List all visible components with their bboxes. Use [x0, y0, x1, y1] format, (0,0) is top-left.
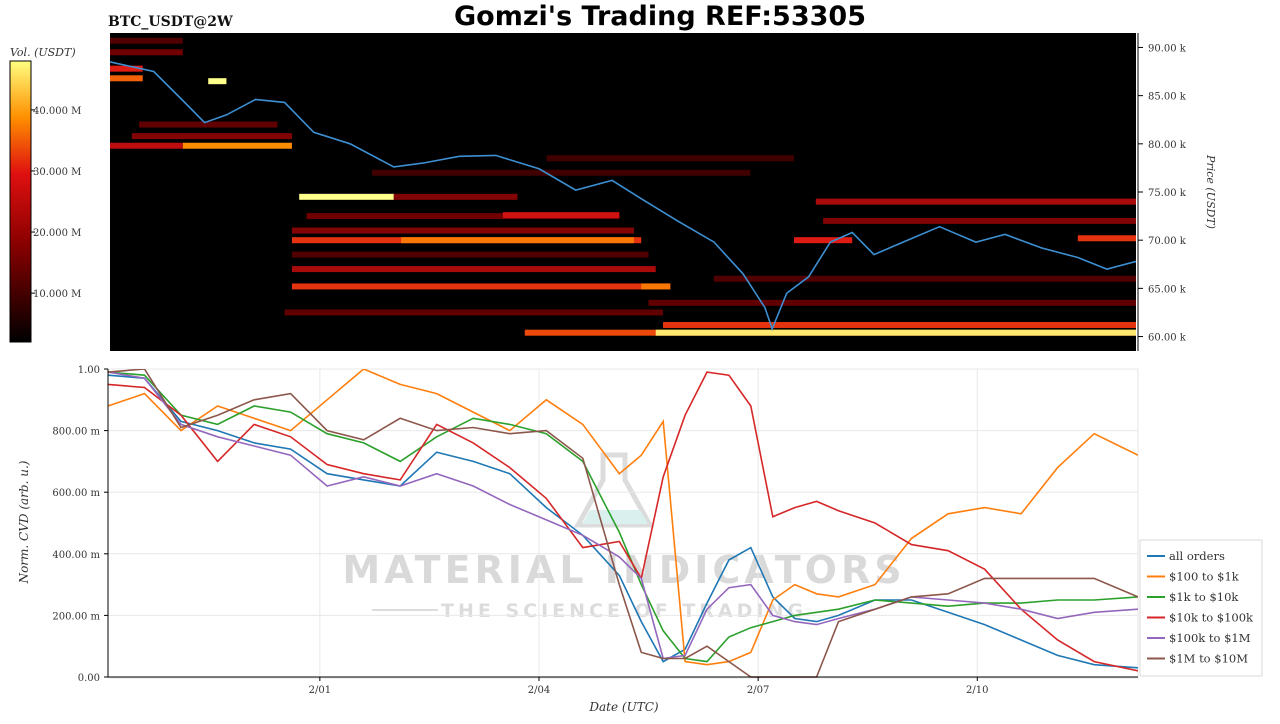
colorbar-tick-label: 20.000 M: [33, 228, 81, 239]
liquidity-level: [291, 266, 656, 273]
colorbar-label: Vol. (USDT): [10, 46, 76, 59]
liquidity-level: [139, 121, 278, 128]
liquidity-level: [110, 142, 183, 149]
price-tick-label: 60.00 k: [1148, 333, 1187, 344]
price-axis-label: Price (USDT): [1204, 154, 1217, 229]
series-line: [108, 374, 1138, 669]
y-tick-label: 600.00 m: [52, 488, 100, 499]
liquidity-level: [641, 283, 671, 290]
legend: all orders $100 to $1k $1k to $10k $10k to …: [1139, 539, 1263, 677]
colorbar-tick-label: 30.000 M: [33, 167, 81, 178]
price-tick-label: 65.00 k: [1148, 284, 1187, 295]
price-tick-label: 70.00 k: [1148, 236, 1187, 247]
liquidity-level: [110, 75, 143, 82]
liquidity-level: [371, 169, 751, 176]
legend-entry: $1M to $10M: [1169, 652, 1248, 666]
colorbar: [9, 60, 32, 343]
pair-label: BTC_USDT@2W: [108, 14, 233, 30]
liquidity-level: [794, 237, 853, 244]
flask-liquid-icon: [582, 510, 648, 524]
y-tick-label: 800.00 m: [52, 427, 100, 438]
price-tick-label: 75.00 k: [1148, 188, 1187, 199]
liquidity-level: [655, 329, 1136, 336]
liquidity-level: [815, 198, 1136, 205]
watermark-subtitle: THE SCIENCE OF TRADING: [441, 600, 807, 622]
x-tick-label: 2/01: [309, 685, 331, 696]
liquidity-level: [110, 49, 183, 56]
liquidity-levels: [110, 37, 1136, 336]
cvd-series: [108, 369, 1138, 678]
heatmap-panel: [110, 33, 1136, 351]
price-tick-label: 90.00 k: [1148, 43, 1187, 54]
liquidity-level: [110, 37, 183, 44]
price-line: [110, 61, 1136, 332]
x-axis-label: Date (UTC): [588, 700, 658, 714]
liquidity-level: [648, 299, 1136, 306]
price-tick-label: 85.00 k: [1148, 92, 1187, 103]
y-tick-label: 1.00: [78, 365, 100, 376]
liquidity-level: [131, 133, 292, 140]
legend-entry: all orders: [1169, 549, 1225, 563]
liquidity-level: [284, 309, 664, 316]
liquidity-level: [299, 193, 394, 200]
x-tick-label: 2/07: [747, 685, 769, 696]
liquidity-level: [546, 155, 794, 162]
watermark-title: MATERIAL INDICATORS: [342, 548, 905, 592]
legend-box: [1139, 539, 1263, 677]
series-line: [108, 369, 1138, 678]
price-axis: 60.00 k 65.00 k 70.00 k 75.00 k 80.00 k 85.00…: [1137, 33, 1187, 351]
y-tick-label: 0.00: [78, 673, 100, 684]
series-line: [108, 371, 1138, 663]
liquidity-level: [713, 275, 1136, 282]
liquidity-level: [208, 78, 227, 85]
legend-entry: $1k to $10k: [1169, 590, 1239, 604]
legend-entry: $100 to $1k: [1169, 570, 1240, 584]
y-tick-label: 200.00 m: [52, 611, 100, 622]
legend-entry: $100k to $1M: [1169, 631, 1251, 645]
watermark: MATERIAL INDICATORS THE SCIENCE OF TRADI…: [342, 452, 905, 622]
series-line: [108, 371, 1138, 672]
colorbar-ticks: 10.000 M 20.000 M 30.000 M 40.000 M: [31, 106, 81, 300]
liquidity-level: [502, 212, 620, 219]
price-line-group: [110, 61, 1136, 332]
colorbar-tick-label: 10.000 M: [33, 289, 81, 300]
chart-title: Gomzi's Trading REF:53305: [454, 1, 866, 32]
liquidity-level: [291, 283, 671, 290]
price-tick-label: 80.00 k: [1148, 140, 1187, 151]
liquidity-level: [393, 193, 518, 200]
legend-entry: $10k to $100k: [1169, 611, 1254, 625]
cvd-axes: 0.00 200.00 m 400.00 m 600.00 m 800.00 m 1.00…: [52, 365, 1138, 696]
flask-icon: [573, 452, 655, 528]
liquidity-level: [401, 237, 634, 244]
colorbar-tick-label: 40.000 M: [33, 106, 81, 117]
liquidity-level: [1077, 235, 1136, 242]
liquidity-level: [291, 251, 649, 258]
series-line: [108, 369, 1138, 666]
cvd-panel: 0.00 200.00 m 400.00 m 600.00 m 800.00 m 1.00…: [52, 365, 1139, 696]
x-tick-label: 2/10: [966, 685, 988, 696]
y-tick-label: 400.00 m: [52, 550, 100, 561]
liquidity-level: [110, 65, 143, 72]
x-tick-label: 2/04: [528, 685, 550, 696]
liquidity-level: [291, 227, 634, 234]
liquidity-level: [663, 321, 1136, 328]
liquidity-level: [823, 217, 1136, 224]
y-axis-label: Norm. CVD (arb. u.): [17, 460, 31, 584]
heatmap-background: [110, 33, 1136, 351]
liquidity-level: [306, 213, 620, 220]
liquidity-level: [182, 142, 292, 149]
